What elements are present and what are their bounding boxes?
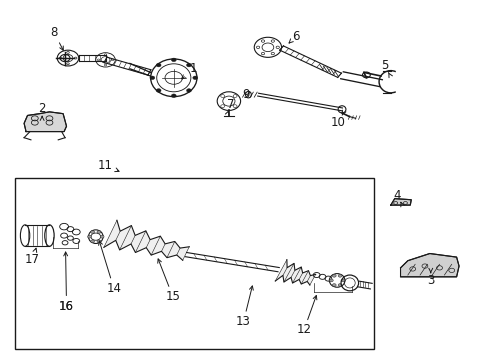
Circle shape [331,274,335,277]
Text: 13: 13 [236,315,250,328]
Circle shape [186,63,191,67]
Polygon shape [400,253,458,277]
Circle shape [90,240,94,243]
Text: 2: 2 [39,103,46,116]
Text: 11: 11 [98,159,113,172]
Text: 9: 9 [242,88,249,101]
Text: 5: 5 [380,59,387,72]
Circle shape [337,274,341,277]
Text: 16: 16 [59,300,74,313]
Circle shape [150,76,155,80]
Text: 16: 16 [59,300,74,313]
Text: 12: 12 [296,323,311,336]
Polygon shape [103,220,189,260]
Bar [15,178,373,348]
Text: 17: 17 [25,253,40,266]
Text: 8: 8 [51,27,58,40]
Text: 4: 4 [393,189,401,202]
Text: 6: 6 [291,30,299,43]
Circle shape [156,89,161,92]
Circle shape [87,235,91,238]
Polygon shape [390,199,410,205]
Circle shape [171,94,176,98]
Circle shape [329,279,332,282]
Circle shape [156,63,161,67]
Circle shape [331,284,335,287]
Text: 10: 10 [330,116,346,129]
Circle shape [171,58,176,62]
Circle shape [186,89,191,92]
Circle shape [97,240,101,243]
Text: 1: 1 [189,62,197,75]
Polygon shape [24,112,66,132]
Text: 14: 14 [106,282,121,295]
Text: 15: 15 [165,290,180,303]
Circle shape [90,230,94,233]
Text: 7: 7 [226,98,234,111]
Circle shape [100,235,104,238]
Polygon shape [275,260,315,285]
Text: 3: 3 [426,274,433,287]
Circle shape [192,76,197,80]
Circle shape [97,230,101,233]
Circle shape [340,279,344,282]
Circle shape [337,284,341,287]
